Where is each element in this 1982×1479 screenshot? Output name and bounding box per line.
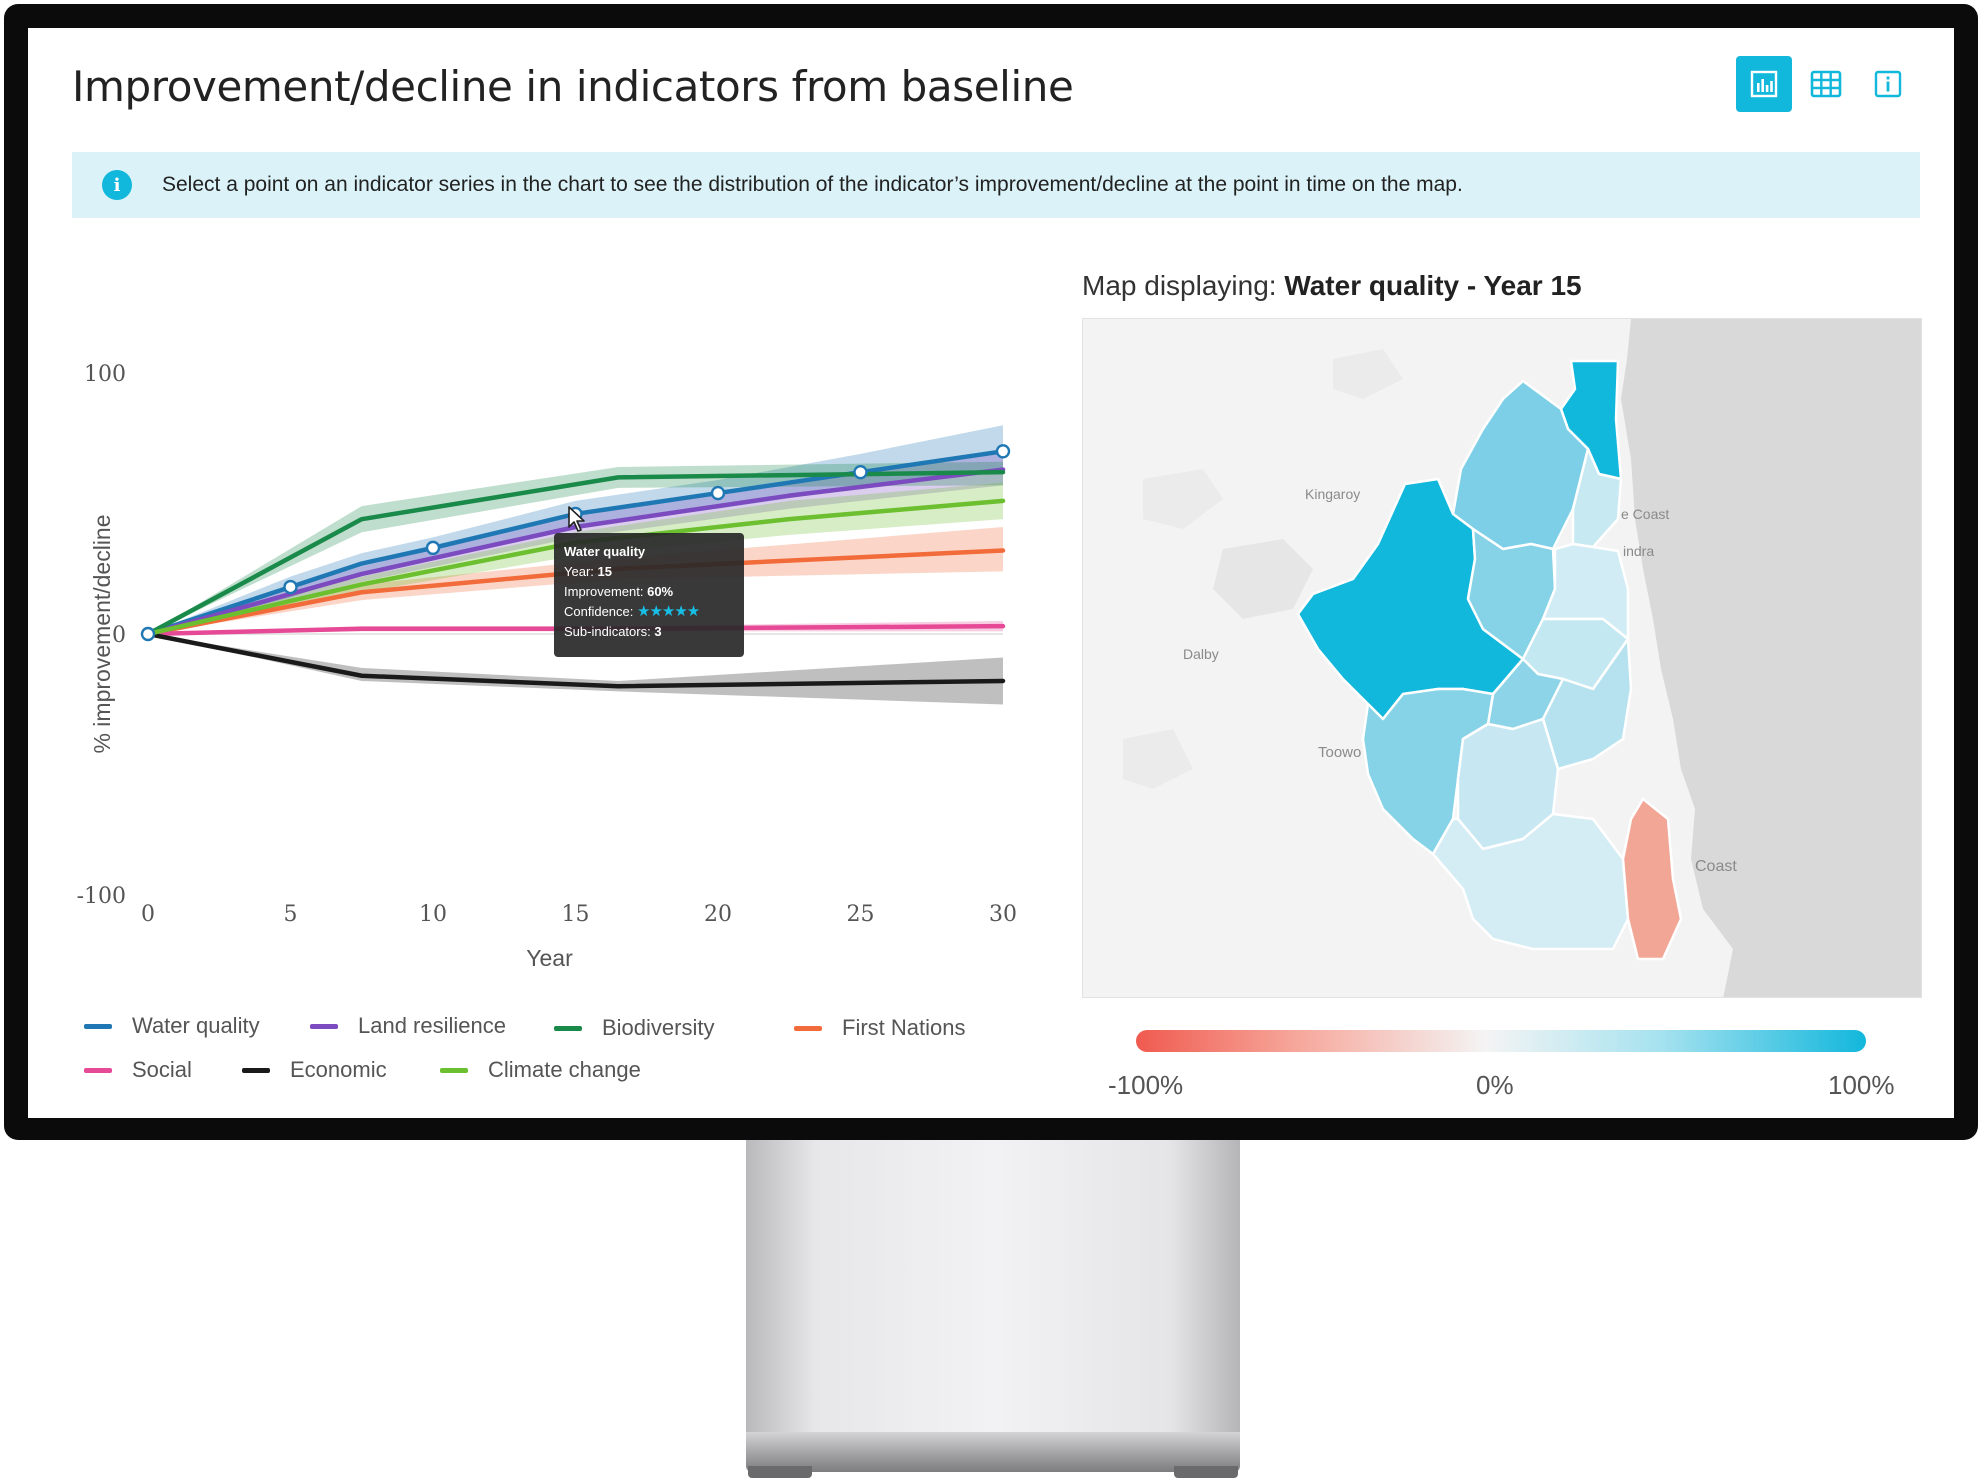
table-grid-icon bbox=[1810, 70, 1842, 98]
legend-label: Social bbox=[132, 1057, 192, 1082]
info-circle-icon: i bbox=[102, 170, 132, 200]
point-water-quality bbox=[710, 485, 726, 501]
legend-swatch bbox=[242, 1067, 270, 1073]
point-water-quality bbox=[283, 579, 298, 595]
colorbar-label-mid: 0% bbox=[1476, 1070, 1514, 1100]
legend-swatch bbox=[84, 1067, 112, 1073]
monitor-bezel: Improvement/decline in indicators from b… bbox=[4, 4, 1978, 1140]
line-biodiversity bbox=[145, 469, 1006, 637]
legend-item-economic[interactable]: Economic bbox=[242, 1057, 387, 1083]
banner-text: Select a point on an indicator series in… bbox=[162, 173, 1463, 196]
table-view-button[interactable] bbox=[1798, 56, 1854, 112]
band-water-quality bbox=[148, 425, 1003, 634]
page-title: Improvement/decline in indicators from b… bbox=[72, 62, 1074, 111]
band-economic bbox=[148, 634, 1003, 705]
point-water-quality bbox=[425, 540, 441, 556]
monitor-foot-left bbox=[748, 1466, 812, 1478]
legend-item-first-nations[interactable]: First Nations bbox=[794, 1015, 965, 1041]
monitor-stand-base bbox=[746, 1432, 1240, 1472]
tooltip-improvement-label: Improvement: bbox=[564, 584, 648, 599]
place-label-gold-coast: Coast bbox=[1695, 858, 1737, 875]
legend-swatch bbox=[84, 1023, 112, 1029]
y-axis-label: % improvement/decline bbox=[89, 514, 115, 753]
y-tick-label: 0 bbox=[112, 623, 126, 648]
x-tick-label: 0 bbox=[141, 902, 155, 927]
map-title-value: Water quality - Year 15 bbox=[1284, 270, 1582, 301]
info-icon bbox=[1874, 70, 1902, 98]
point-water-quality bbox=[995, 444, 1011, 459]
chart-tooltip: Water quality Year: 15 Improvement: 60% … bbox=[554, 533, 744, 657]
y-tick-label: -100 bbox=[77, 884, 126, 909]
chart-view-button[interactable] bbox=[1736, 56, 1792, 112]
place-label-toowoomba: Toowo bbox=[1318, 744, 1361, 761]
map-title: Map displaying: Water quality - Year 15 bbox=[1082, 270, 1582, 302]
place-label-kingaroy: Kingaroy bbox=[1305, 486, 1360, 502]
legend-swatch bbox=[554, 1025, 582, 1031]
map-region-south-east[interactable] bbox=[1431, 812, 1630, 951]
map-region-gold-coast[interactable] bbox=[1621, 797, 1683, 961]
tooltip-improvement-value: 60% bbox=[647, 584, 674, 599]
x-tick-label: 25 bbox=[847, 902, 875, 927]
monitor-stand bbox=[746, 1140, 1240, 1432]
terrain-texture bbox=[1123, 349, 1403, 789]
legend-item-climate-change[interactable]: Climate change bbox=[440, 1057, 641, 1083]
legend-swatch bbox=[310, 1023, 338, 1029]
colorbar-label-max: 100% bbox=[1828, 1070, 1895, 1100]
line-social bbox=[145, 623, 1006, 637]
tooltip-subindicators-label: Sub-indicators: bbox=[564, 624, 655, 639]
monitor-foot-right bbox=[1174, 1466, 1238, 1478]
line-first-nations bbox=[145, 548, 1006, 637]
legend-label: Land resilience bbox=[358, 1013, 506, 1038]
x-axis-label: Year bbox=[526, 945, 573, 971]
bar-chart-icon bbox=[1750, 70, 1778, 98]
ocean bbox=[1621, 319, 1921, 997]
legend-swatch bbox=[794, 1025, 822, 1031]
legend-label: First Nations bbox=[842, 1015, 966, 1040]
place-label-dalby: Dalby bbox=[1183, 646, 1219, 662]
x-tick-label: 10 bbox=[419, 902, 447, 927]
colorbar-label-min: -100% bbox=[1108, 1070, 1184, 1100]
x-tick-label: 20 bbox=[704, 902, 732, 927]
legend-label: Climate change bbox=[488, 1057, 641, 1082]
mouse-cursor-icon bbox=[568, 506, 585, 532]
confidence-stars-icon: ★★★★★ bbox=[637, 603, 700, 620]
view-toolbar bbox=[1736, 56, 1916, 112]
y-tick-label: 100 bbox=[84, 362, 126, 387]
tooltip-year-label: Year: bbox=[564, 564, 598, 579]
map-colorbar bbox=[1136, 1030, 1866, 1052]
x-tick-label: 15 bbox=[562, 902, 590, 927]
line-economic bbox=[145, 631, 1006, 689]
x-tick-label: 30 bbox=[989, 902, 1017, 927]
legend-label: Water quality bbox=[132, 1013, 260, 1038]
info-button[interactable] bbox=[1860, 56, 1916, 112]
point-water-quality bbox=[140, 626, 156, 642]
place-label-sunshine-coast: e Coast bbox=[1621, 506, 1669, 522]
legend-swatch bbox=[440, 1067, 468, 1073]
tooltip-confidence-label: Confidence: bbox=[564, 604, 637, 619]
info-banner: i Select a point on an indicator series … bbox=[72, 152, 1920, 218]
legend-label: Biodiversity bbox=[602, 1015, 715, 1040]
line-chart[interactable]: 100 0 -100 0 5 10 15 20 25 30 Year % improvement/de… bbox=[48, 328, 1028, 988]
x-tick-label: 5 bbox=[284, 902, 298, 927]
place-label-caboolture: indra bbox=[1623, 543, 1654, 559]
screen: Improvement/decline in indicators from b… bbox=[28, 28, 1954, 1118]
choropleth-map[interactable]: Kingaroy Dalby Toowo e Coast indra Coast bbox=[1082, 318, 1922, 998]
legend-item-biodiversity[interactable]: Biodiversity bbox=[554, 1015, 714, 1041]
legend-item-social[interactable]: Social bbox=[84, 1057, 192, 1083]
legend-label: Economic bbox=[290, 1057, 387, 1082]
legend-item-land-resilience[interactable]: Land resilience bbox=[310, 1013, 506, 1039]
legend-item-water-quality[interactable]: Water quality bbox=[84, 1013, 260, 1039]
tooltip-subindicators-value: 3 bbox=[654, 624, 662, 639]
tooltip-year-value: 15 bbox=[597, 564, 612, 579]
point-water-quality bbox=[853, 464, 868, 480]
tooltip-title: Water quality bbox=[564, 544, 646, 559]
map-title-prefix: Map displaying: bbox=[1082, 270, 1285, 301]
